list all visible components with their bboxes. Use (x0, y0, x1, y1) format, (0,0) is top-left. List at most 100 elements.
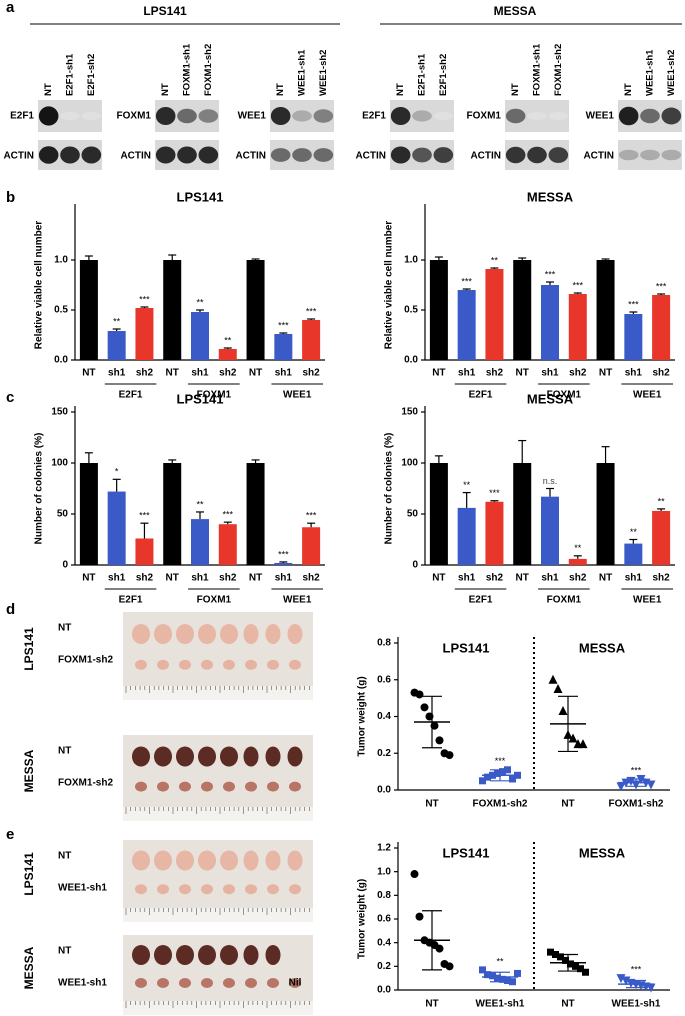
x-tick-label: NT (516, 368, 529, 379)
bar (79, 260, 98, 360)
tumor (243, 624, 259, 644)
significance: *** (631, 765, 642, 775)
x-tick-label: NT (432, 368, 445, 379)
photo-cell-line: LPS141 (22, 627, 36, 671)
data-point (445, 962, 454, 971)
photo-row-label: WEE1-sh1 (58, 883, 107, 894)
tumor (265, 624, 281, 644)
data-point (646, 983, 656, 993)
significance: ** (574, 543, 582, 553)
bar (596, 260, 615, 360)
x-tick-label: NT (599, 368, 612, 379)
panel-label: a (6, 0, 15, 16)
chart-title: MESSA (527, 189, 574, 204)
data-point (415, 690, 424, 699)
x-tick-label: NT (425, 999, 438, 1010)
tumor (243, 746, 259, 767)
photo-row-label: NT (58, 851, 71, 862)
significance: n.s. (543, 476, 558, 486)
x-tick-label: FOXM1-sh2 (608, 799, 663, 810)
data-point (568, 733, 578, 743)
bar (457, 290, 476, 360)
y-axis-label: Number of colonies (%) (34, 433, 45, 545)
blot-band (155, 106, 176, 126)
tumor (157, 781, 169, 792)
tumor (267, 781, 279, 792)
tumor (245, 659, 257, 670)
data-point (577, 965, 584, 973)
group-label: FOXM1 (197, 595, 232, 606)
x-tick-label: sh1 (625, 573, 643, 584)
lane-label: NT (395, 83, 406, 96)
tumor (265, 850, 281, 871)
y-tick-label: 0.5 (54, 305, 68, 316)
bar (429, 260, 448, 360)
tumor (179, 781, 191, 792)
blot-band (390, 146, 411, 164)
bar (163, 260, 182, 360)
y-tick-label: 1.2 (377, 843, 391, 854)
loading-control-label: ACTIN (235, 151, 266, 162)
bar (541, 285, 559, 360)
x-tick-label: sh2 (486, 573, 504, 584)
panel-title: MESSA (579, 640, 626, 655)
lane-label: FOXM1-sh1 (182, 43, 193, 96)
data-point (548, 674, 558, 684)
group-label: E2F1 (469, 390, 493, 401)
significance: *** (631, 965, 642, 975)
photo-row-label: FOXM1-sh2 (58, 778, 113, 789)
panel-label: c (6, 389, 14, 406)
significance: *** (139, 294, 150, 304)
significance: *** (223, 510, 234, 520)
x-tick-label: NT (82, 573, 95, 584)
protein-label: E2F1 (362, 111, 386, 122)
x-tick-label: sh1 (458, 368, 476, 379)
blot-band (81, 111, 102, 121)
tumor (223, 659, 235, 670)
data-point (489, 972, 496, 980)
tumor (267, 884, 279, 895)
blot-band (412, 147, 432, 163)
loading-control-label: ACTIN (583, 151, 614, 162)
data-point (616, 782, 626, 792)
loading-control-label: ACTIN (355, 151, 386, 162)
bar (568, 294, 587, 360)
bar (457, 507, 476, 565)
group-label: E2F1 (119, 595, 143, 606)
lane-label: FOXM1-sh2 (203, 44, 214, 96)
data-point (557, 953, 564, 961)
significance: ** (658, 496, 666, 506)
x-tick-label: NT (516, 573, 529, 584)
blot-band (292, 110, 312, 122)
tumor (132, 746, 150, 767)
photo-cell-line: MESSA (22, 749, 36, 792)
x-tick-label: sh1 (191, 368, 209, 379)
data-point (415, 912, 424, 921)
tumor (223, 781, 235, 792)
tumor (220, 850, 238, 871)
data-point (494, 769, 501, 777)
significance: * (115, 467, 119, 477)
significance: ** (196, 499, 204, 509)
photo-cell-line: LPS141 (22, 852, 36, 896)
photo-row-label: NT (58, 623, 71, 634)
tumor (289, 781, 301, 792)
ruler (123, 807, 313, 821)
blot-band (548, 111, 569, 121)
tumor (135, 781, 147, 792)
tumor (289, 978, 301, 988)
data-point (558, 705, 568, 715)
blot-band (661, 107, 682, 125)
ruler (123, 1001, 313, 1015)
tumor (287, 850, 303, 871)
bar (107, 491, 126, 565)
tumor (245, 978, 257, 988)
significance: *** (461, 276, 472, 286)
blot-band (155, 146, 176, 164)
bar (624, 543, 643, 565)
x-tick-label: WEE1-sh1 (476, 999, 525, 1010)
bar (485, 269, 504, 360)
blot-band (433, 147, 454, 163)
x-tick-label: NT (249, 368, 262, 379)
